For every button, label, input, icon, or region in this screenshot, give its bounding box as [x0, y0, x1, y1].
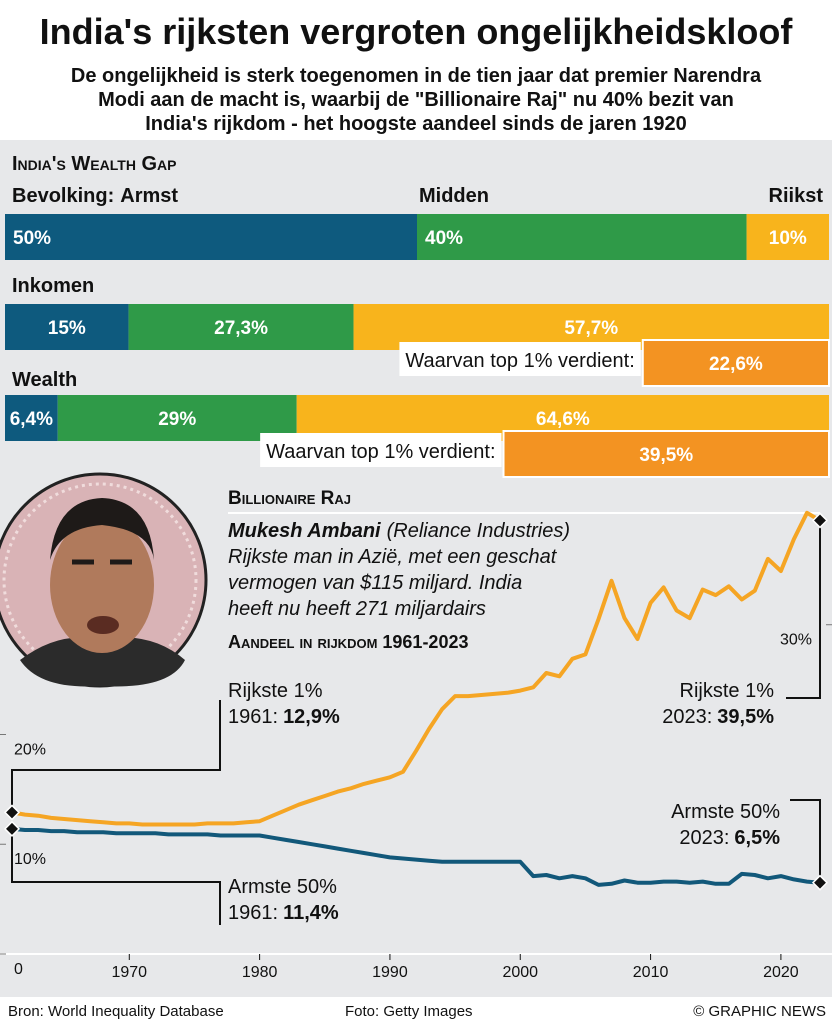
top-share-label: Waarvan top 1% verdient: [405, 350, 634, 372]
end-marker [3, 804, 21, 821]
value-label: 6,4% [10, 409, 53, 430]
profile-heading: Billionaire Raj [228, 488, 351, 509]
source: Bron: World Inequality Database [8, 1003, 224, 1020]
annotation-value: 12,9% [283, 706, 340, 728]
legend-entry: Armst [120, 185, 178, 207]
x-tick-label: 2000 [502, 964, 538, 981]
bar-segment [641, 339, 830, 387]
value-label: 40% [425, 228, 463, 249]
annotation-date: 2023: [679, 827, 729, 849]
annotation-date: 2023: [662, 706, 712, 728]
annotation-value: 6,5% [734, 827, 780, 849]
row-label: Bevolking: Armst [12, 185, 178, 207]
annotation: Armste 50% [228, 876, 337, 898]
bar-segment [502, 430, 830, 478]
photo [0, 472, 208, 688]
photo-credit: Foto: Getty Images [345, 1003, 473, 1020]
subtitle: De ongelijkheid is sterk toegenomen in d… [71, 65, 762, 87]
leader-line [11, 828, 221, 925]
legend-entry: Riikst [769, 185, 824, 207]
bar-segment [5, 214, 417, 260]
value-label: 39,5% [639, 445, 693, 466]
x-tick-label: 1970 [111, 964, 147, 981]
profile-text: vermogen van $115 miljard. India [228, 572, 522, 594]
bar-segment [5, 304, 129, 350]
profile-text: heeft nu heeft 271 miljardairs [228, 598, 486, 620]
value-label: 64,6% [536, 409, 590, 430]
profile-text: Rijkste man in Azië, met een geschat [228, 546, 558, 568]
y-tick-label: 20% [14, 741, 46, 758]
value-label: 50% [13, 228, 51, 249]
end-marker [811, 874, 829, 891]
annotation-date: 1961: [228, 706, 278, 728]
leader-line [11, 700, 221, 812]
subtitle: Modi aan de macht is, waarbij de "Billio… [98, 89, 734, 111]
leader-line [790, 799, 821, 884]
end-marker [3, 820, 21, 837]
row-label: Inkomen [12, 275, 94, 297]
annotation-value: 11,4% [283, 902, 339, 924]
bar-segment [746, 214, 829, 260]
annotation: 2023: 6,5% [679, 827, 780, 849]
value-label: 22,6% [709, 354, 763, 375]
value-label: 15% [48, 318, 86, 339]
top-share-label: Waarvan top 1% verdient: [266, 441, 495, 463]
value-label: 29% [158, 409, 196, 430]
x-tick-label: 2020 [763, 964, 799, 981]
x-tick-label: 1980 [242, 964, 278, 981]
value-label: 27,3% [214, 318, 268, 339]
bar-segment [128, 304, 354, 350]
label-background [399, 342, 641, 376]
end-marker [811, 512, 829, 529]
annotation: Rijkste 1% [680, 680, 775, 702]
annotation: Armste 50% [671, 801, 780, 823]
subtitle: India's rijkdom - het hoogste aandeel si… [145, 113, 687, 135]
name: Mukesh Ambani [228, 520, 381, 542]
y-tick-label: 30% [780, 632, 812, 649]
legend-entry: Midden [419, 185, 489, 207]
annotation: Rijkste 1% [228, 680, 323, 702]
bar-segment [417, 214, 747, 260]
value-label: 10% [769, 228, 807, 249]
chart-title: Aandeel in rijkdom 1961-2023 [228, 632, 468, 652]
line-series [11, 826, 821, 887]
section-title: India's Wealth Gap [12, 153, 177, 175]
value-label: 57,7% [564, 318, 618, 339]
company: (Reliance Industries) [387, 520, 570, 542]
annotation-date: 1961: [228, 902, 278, 924]
bar-segment [5, 395, 58, 441]
annotation: 1961: 12,9% [228, 706, 340, 728]
y-tick-label: 10% [14, 851, 46, 868]
credit: © GRAPHIC NEWS [693, 1003, 826, 1020]
line-series [11, 510, 822, 827]
title: India's rijksten vergroten ongelijkheids… [40, 11, 794, 52]
profile-name: Mukesh Ambani (Reliance Industries) [228, 520, 570, 542]
row-label: Wealth [12, 369, 77, 391]
annotation: 1961: 11,4% [228, 902, 339, 924]
leader-line [786, 522, 821, 699]
x-tick-label: 1990 [372, 964, 408, 981]
x-tick-label: 2010 [633, 964, 669, 981]
annotation: 2023: 39,5% [662, 706, 774, 728]
annotation-value: 39,5% [717, 706, 774, 728]
bar-segment [57, 395, 297, 441]
label-background [260, 433, 502, 467]
y-tick-label: 0 [14, 961, 23, 978]
